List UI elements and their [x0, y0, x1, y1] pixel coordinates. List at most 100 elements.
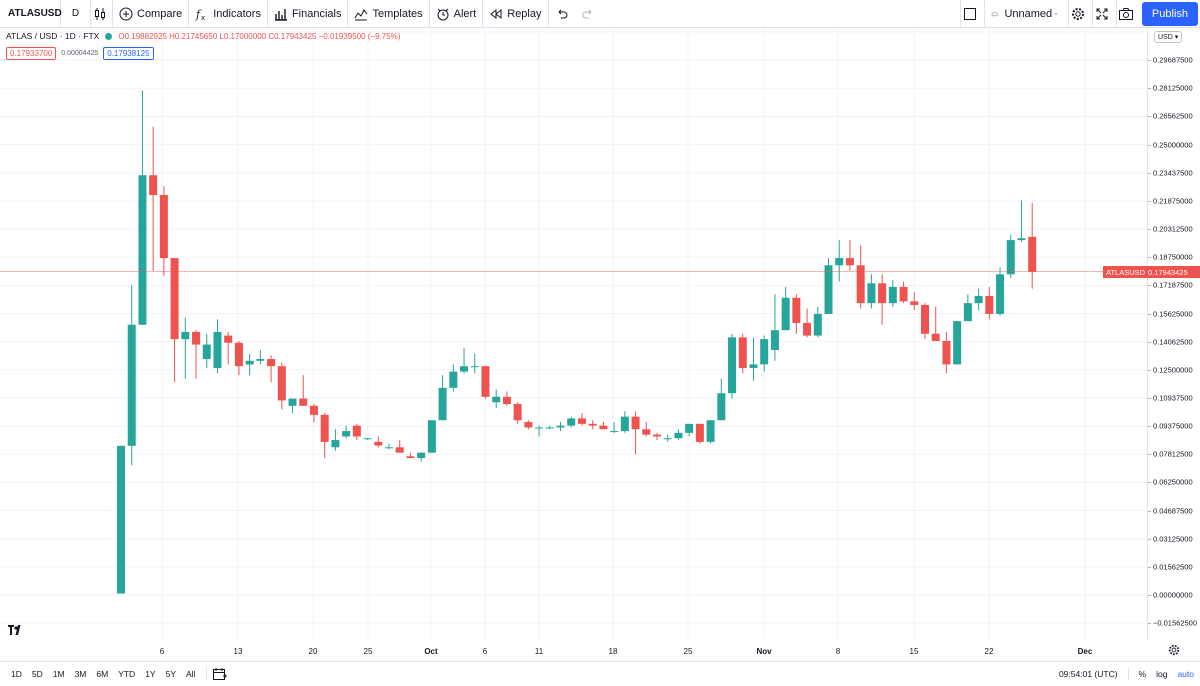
log-toggle[interactable]: log — [1156, 669, 1168, 679]
date-range-icon[interactable] — [213, 668, 228, 680]
bar-chart-icon — [274, 8, 287, 21]
auto-toggle[interactable]: auto — [1177, 669, 1194, 679]
candle-up — [117, 445, 125, 594]
candle-up — [427, 420, 436, 453]
candle-down — [374, 441, 383, 446]
price-label: 0.01562500 — [1153, 562, 1193, 572]
redo-icon[interactable] — [581, 7, 595, 21]
layout-save-button[interactable]: Unnamed — [983, 0, 1068, 28]
range-button-6m[interactable]: 6M — [96, 669, 109, 679]
time-axis[interactable]: 6 13 20 25 Oct 6 11 18 25 Nov 8 15 22 Dec — [0, 639, 1148, 661]
templates-button[interactable]: Templates — [348, 0, 430, 28]
chart-pane[interactable] — [0, 28, 1148, 639]
range-button-3m[interactable]: 3M — [74, 669, 87, 679]
currency-label: USD — [1158, 34, 1173, 41]
templates-label: Templates — [372, 7, 423, 20]
last-price-symbol: ATLASUSD — [1106, 267, 1146, 277]
price-tick — [1148, 341, 1151, 343]
buy-button[interactable]: 0.17938125 — [103, 47, 154, 60]
range-button-1d[interactable]: 1D — [11, 669, 22, 679]
fullscreen-button[interactable] — [1091, 0, 1116, 28]
percent-toggle[interactable]: % — [1138, 669, 1147, 679]
price-label: 0.06250000 — [1153, 477, 1193, 487]
candle-up — [963, 303, 972, 322]
range-button-5y[interactable]: 5Y — [165, 669, 176, 679]
candle-down — [299, 398, 308, 406]
range-button-ytd[interactable]: YTD — [118, 669, 136, 679]
price-label: 0.15625000 — [1153, 309, 1193, 318]
candle-down — [170, 258, 179, 340]
candle-up — [974, 295, 983, 304]
candle-up — [610, 431, 619, 433]
financials-label: Financials — [291, 7, 342, 20]
price-tick — [1148, 426, 1151, 428]
legend-open: O0.19882925 — [118, 31, 167, 41]
candle-down — [653, 434, 661, 437]
candle-up — [138, 175, 147, 325]
candle-down — [738, 337, 747, 368]
fullscreen-layout-button[interactable] — [959, 0, 984, 28]
price-label: 0.25000000 — [1153, 140, 1193, 150]
compare-label: Compare — [137, 7, 183, 20]
settings-button[interactable] — [1067, 0, 1092, 28]
spread-value: 0.00004425 — [61, 50, 99, 57]
price-label: 0.04687500 — [1153, 506, 1193, 516]
candle-down — [856, 265, 865, 304]
interval-button[interactable]: D — [61, 0, 91, 28]
price-tick — [1148, 482, 1151, 484]
publish-button[interactable]: Publish — [1141, 2, 1198, 26]
price-label: 0.14062500 — [1153, 337, 1193, 347]
legend-high: H0.21745650 — [169, 31, 218, 41]
candle-down — [899, 286, 908, 302]
candle-down — [910, 301, 919, 305]
candle-down — [942, 340, 951, 365]
price-tick — [1148, 595, 1151, 596]
candle-up — [460, 366, 469, 372]
clock[interactable]: 09:54:01 (UTC) — [1058, 669, 1118, 679]
currency-button[interactable]: USD ▾ — [1154, 31, 1183, 43]
candle-up — [1017, 238, 1026, 241]
last-price-value: 0.17943425 — [1148, 267, 1188, 277]
svg-text:x: x — [201, 14, 205, 21]
layout-name: Unnamed — [1004, 8, 1053, 20]
range-button-1y[interactable]: 1Y — [145, 669, 156, 679]
time-label: 15 — [909, 647, 919, 656]
candle-up — [867, 283, 876, 304]
divider — [206, 667, 208, 681]
range-buttons: 1D 5D 1M 3M 6M YTD 1Y 5Y All — [0, 669, 200, 679]
sell-button[interactable]: 0.17933700 — [6, 47, 57, 60]
price-tick — [1148, 623, 1151, 625]
range-button-1m[interactable]: 1M — [52, 669, 65, 679]
price-tick — [1148, 229, 1151, 231]
compare-button[interactable]: Compare — [113, 0, 190, 28]
candle-up — [728, 337, 737, 394]
undo-icon[interactable] — [555, 7, 569, 21]
candle-down — [267, 358, 276, 367]
price-axis[interactable]: USD ▾ 0.29687500 0.28125000 0.26562500 0.25… — [1148, 28, 1200, 639]
candle-down — [513, 404, 522, 421]
candle-down — [481, 366, 490, 397]
candle-down — [224, 335, 233, 343]
replay-label: Replay — [507, 7, 542, 20]
range-button-all[interactable]: All — [186, 669, 196, 679]
price-label: 0.21875000 — [1153, 196, 1193, 206]
symbol-search-button[interactable]: ATLASUSD — [0, 0, 62, 28]
financials-button[interactable]: Financials — [268, 0, 349, 28]
candle-up — [545, 427, 554, 429]
chart-settings-corner[interactable] — [1148, 639, 1200, 661]
range-button-5d[interactable]: 5D — [31, 669, 43, 679]
time-label: 6 — [159, 647, 165, 656]
candle-up — [492, 396, 501, 403]
candlestick-chart[interactable] — [0, 28, 1148, 639]
candle-down — [159, 195, 168, 259]
legend-symbol-title[interactable]: ATLAS / USD · 1D · FTX — [6, 31, 100, 41]
chart-style-button[interactable] — [91, 0, 113, 28]
time-label: Nov — [756, 647, 772, 656]
replay-button[interactable]: Replay — [483, 0, 549, 28]
tradingview-logo[interactable] — [8, 625, 24, 638]
alert-button[interactable]: Alert — [430, 0, 484, 28]
snapshot-button[interactable] — [1115, 0, 1140, 28]
price-tick — [1148, 313, 1151, 315]
candle-down — [192, 331, 201, 345]
